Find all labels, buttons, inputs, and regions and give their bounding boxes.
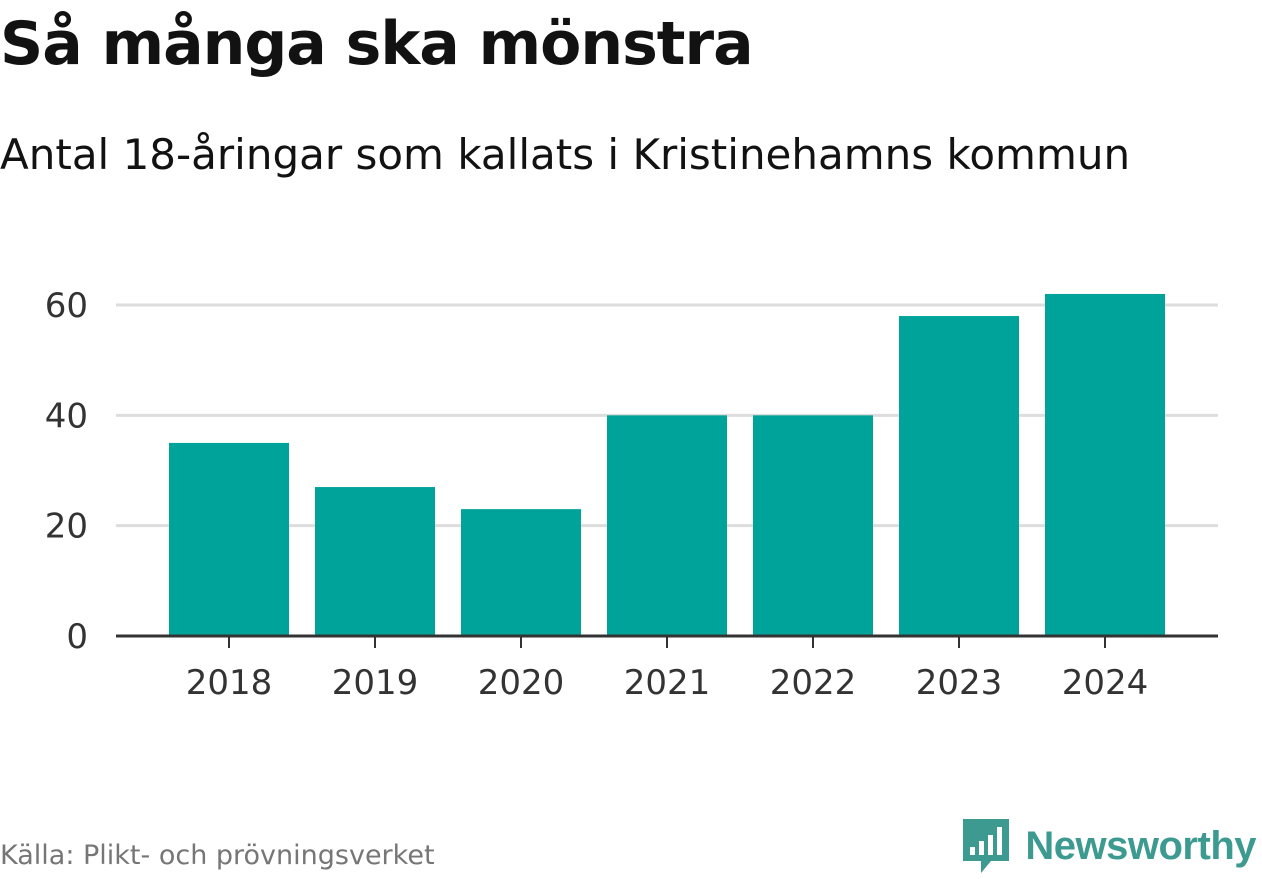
x-tick-label: 2023	[916, 663, 1003, 703]
bar	[1045, 293, 1165, 636]
bar	[899, 316, 1019, 636]
brand-name: Newsworthy	[1025, 823, 1256, 868]
x-tick-label: 2020	[478, 663, 565, 703]
x-tick-label: 2024	[1062, 663, 1149, 703]
y-tick-label: 60	[45, 286, 88, 326]
chart-subtitle: Antal 18-åringar som kallats i Kristineh…	[0, 130, 1131, 179]
bar	[461, 509, 581, 636]
x-tick-label: 2022	[770, 663, 857, 703]
x-tick-label: 2019	[332, 663, 419, 703]
chart-title: Så många ska mönstra	[0, 9, 754, 79]
x-tick-label: 2018	[186, 663, 273, 703]
source-note: Källa: Plikt- och prövningsverket	[0, 840, 435, 871]
bar	[315, 487, 435, 636]
brand-logo: Newsworthy	[961, 817, 1256, 875]
x-tick-label: 2021	[624, 663, 711, 703]
y-tick-label: 40	[45, 396, 88, 436]
y-tick-label: 20	[45, 507, 88, 547]
y-tick-label: 0	[66, 617, 88, 657]
bar	[753, 415, 873, 636]
bar-chart-speech-bubble-icon	[963, 819, 1010, 873]
bar	[169, 442, 289, 636]
bar	[607, 415, 727, 636]
